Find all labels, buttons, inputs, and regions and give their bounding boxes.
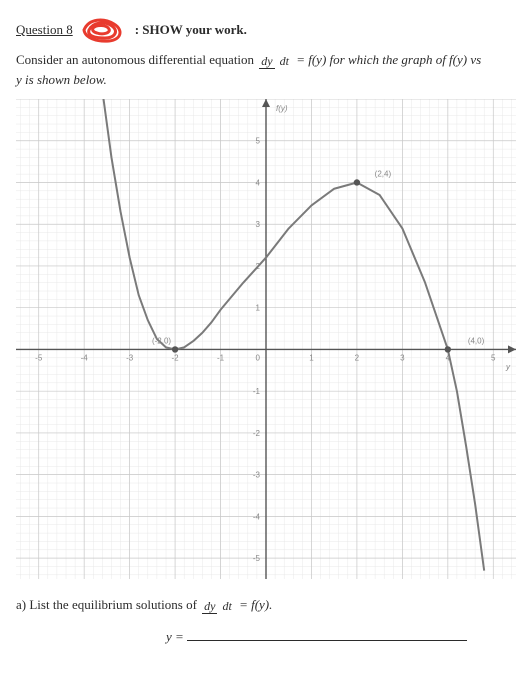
svg-text:-4: -4: [81, 353, 89, 362]
function-graph: -5-4-3-2-112345-5-4-3-2-1123450f(y)y(-2,…: [16, 99, 516, 579]
svg-text:-2: -2: [172, 353, 180, 362]
svg-text:-3: -3: [126, 353, 134, 362]
graph-container: -5-4-3-2-112345-5-4-3-2-1123450f(y)y(-2,…: [16, 99, 516, 583]
svg-text:0: 0: [256, 353, 261, 362]
question-header: Question 8 : SHOW your work.: [16, 16, 516, 44]
svg-text:-5: -5: [253, 554, 261, 563]
svg-text:5: 5: [256, 137, 261, 146]
problem-statement: Consider an autonomous differential equa…: [16, 50, 516, 89]
svg-text:-1: -1: [253, 387, 261, 396]
svg-text:2: 2: [355, 353, 360, 362]
answer-line: y =: [16, 627, 516, 645]
red-scribble-icon: [79, 16, 129, 44]
part-a: a) List the equilibrium solutions of dy …: [16, 597, 516, 613]
fraction-dy-dt: dy dt: [259, 55, 291, 67]
svg-text:5: 5: [491, 353, 496, 362]
svg-text:3: 3: [400, 353, 405, 362]
problem-line1a: Consider an autonomous differential equa…: [16, 52, 257, 67]
svg-text:-1: -1: [217, 353, 225, 362]
problem-line1b: = f(y) for which the graph of f(y) vs: [296, 52, 481, 67]
svg-text:3: 3: [256, 220, 261, 229]
part-a-text-b: = f(y).: [239, 597, 272, 612]
svg-text:1: 1: [256, 304, 261, 313]
fraction-dy-dt-2: dy dt: [202, 600, 234, 612]
svg-text:(2,4): (2,4): [375, 169, 392, 178]
show-work-label: : SHOW your work.: [135, 22, 247, 38]
svg-text:y: y: [505, 362, 511, 371]
problem-line2: y is shown below.: [16, 72, 107, 87]
svg-text:4: 4: [256, 178, 261, 187]
svg-text:-5: -5: [35, 353, 43, 362]
part-a-text-a: a) List the equilibrium solutions of: [16, 597, 200, 612]
svg-text:1: 1: [309, 353, 314, 362]
svg-text:(4,0): (4,0): [468, 336, 485, 345]
svg-text:-2: -2: [253, 429, 261, 438]
svg-text:-3: -3: [253, 471, 261, 480]
svg-text:f(y): f(y): [276, 104, 288, 113]
svg-text:(-2,0): (-2,0): [152, 336, 171, 345]
svg-text:-4: -4: [253, 512, 261, 521]
answer-blank[interactable]: [187, 627, 467, 641]
question-number: Question 8: [16, 22, 73, 38]
y-equals-label: y =: [166, 629, 184, 644]
